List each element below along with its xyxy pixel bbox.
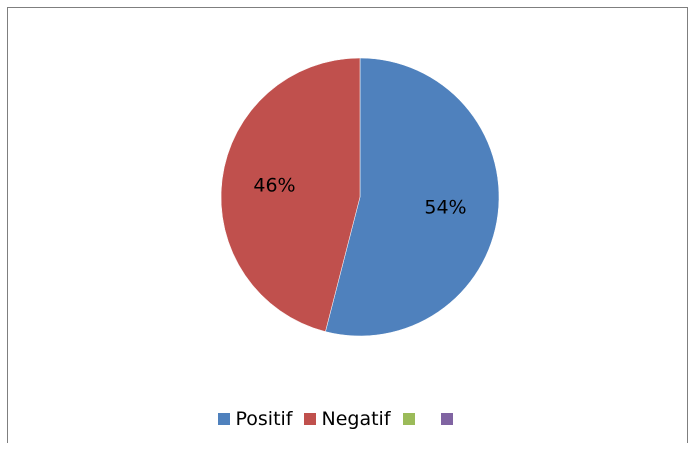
pie-labels: 54% 46%: [253, 175, 466, 219]
legend-swatch: [304, 413, 317, 425]
legend-item-empty-2: [402, 413, 429, 425]
legend-swatch: [440, 413, 453, 425]
legend-item-negatif: Negatif: [304, 408, 391, 430]
legend-item-positif: Positif: [218, 408, 292, 430]
legend-label: Positif: [235, 408, 293, 430]
chart-area: 54% 46% Positif Negatif: [7, 7, 688, 443]
pie-chart: 54% 46%: [220, 57, 500, 337]
data-label-positif: 54%: [424, 196, 466, 218]
data-label-negatif: 46%: [253, 175, 295, 197]
pie-slices: [220, 57, 500, 337]
legend-label: Negatif: [321, 408, 391, 430]
legend: Positif Negatif: [8, 408, 689, 430]
pie-slice-positif: [325, 57, 500, 337]
legend-swatch: [402, 413, 415, 425]
legend-item-empty-3: [440, 413, 467, 425]
pie-slice-negatif: [220, 57, 361, 332]
legend-swatch: [218, 413, 231, 425]
